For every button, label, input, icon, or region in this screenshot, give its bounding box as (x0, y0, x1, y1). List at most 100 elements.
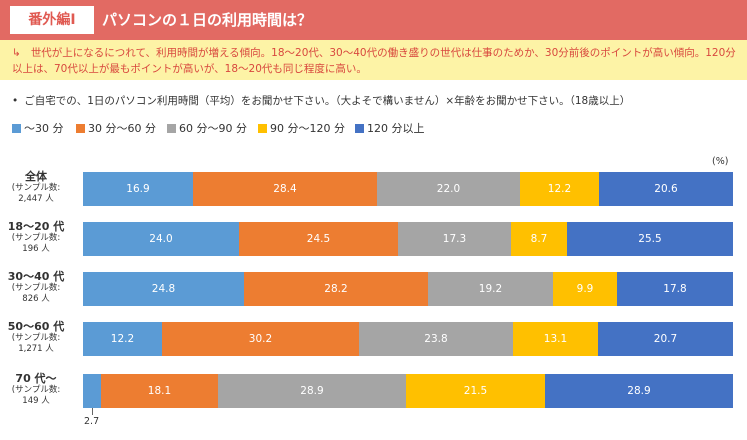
bar-segment: 24.5 (239, 222, 398, 256)
row-label: 全体 (サンプル数: 2,447 人 (0, 170, 72, 205)
data-label: 20.6 (654, 183, 678, 195)
bar-segment: 17.3 (398, 222, 511, 256)
bar-segment: 30.2 (162, 322, 359, 356)
bar-segment: 17.8 (617, 272, 733, 306)
row-label: 30〜40 代 (サンプル数: 826 人 (0, 270, 72, 305)
bar-segment: 24.0 (83, 222, 239, 256)
legend-item: 〜30 分 (12, 122, 64, 136)
legend-item: 30 分〜60 分 (76, 122, 156, 136)
bar-segment: 22.0 (377, 172, 520, 206)
bullet-icon: • (12, 95, 19, 107)
survey-question: • ご自宅での、1日のパソコン利用時間（平均）をお聞かせ下さい。（大よそで構いませ… (12, 93, 630, 108)
data-label: 8.7 (530, 233, 548, 245)
legend-swatch (167, 123, 176, 133)
legend-label: 60 分〜90 分 (179, 122, 247, 135)
bar-segment: 9.9 (553, 272, 617, 306)
data-label: 30.2 (248, 333, 273, 345)
bar-segment: 28.9 (545, 374, 733, 408)
data-label: 17.8 (663, 283, 687, 295)
row-label: 50〜60 代 (サンプル数: 1,271 人 (0, 320, 72, 355)
bar-row: 24.8 28.2 19.2 9.9 17.8 (83, 272, 733, 306)
bar-segment: 25.5 (567, 222, 733, 256)
row-label-sample: (サンプル数: (11, 385, 61, 395)
row-label-name: 50〜60 代 (7, 320, 65, 333)
bar-segment: 20.7 (598, 322, 733, 356)
legend-item: 90 分〜120 分 (258, 122, 345, 136)
section-badge: 番外編Ⅰ (10, 6, 94, 34)
data-label: 22.0 (436, 183, 461, 195)
bar-row: 16.9 28.4 22.0 12.2 20.6 (83, 172, 733, 206)
data-label: 16.9 (126, 183, 150, 195)
data-label: 28.2 (324, 283, 348, 295)
bar-segment: 24.8 (83, 272, 244, 306)
legend-item: 60 分〜90 分 (167, 122, 247, 136)
bar-segment: 16.9 (83, 172, 193, 206)
legend-label: 120 分以上 (367, 122, 425, 135)
legend-item: 120 分以上 (355, 122, 425, 136)
row-label-sample: (サンプル数: (11, 183, 61, 193)
bar-segment: 12.2 (83, 322, 162, 356)
legend-label: 30 分〜60 分 (88, 122, 156, 135)
row-label-sample: (サンプル数: (11, 233, 61, 243)
bar-segment: 20.6 (599, 172, 733, 206)
row-label-name: 70 代〜 (15, 372, 57, 385)
bar-segment (83, 374, 101, 408)
data-label: 9.9 (576, 283, 594, 295)
row-label: 70 代〜 (サンプル数: 149 人 (0, 372, 72, 407)
data-label: 17.3 (442, 233, 467, 245)
row-label-name: 18〜20 代 (7, 220, 65, 233)
legend-swatch (258, 123, 267, 133)
data-label: 12.2 (547, 183, 572, 195)
bar-segment: 28.4 (193, 172, 377, 206)
unit-label: (%) (712, 156, 729, 167)
row-label-count: 149 人 (22, 396, 50, 406)
data-label: 28.4 (273, 183, 297, 195)
row-label-count: 196 人 (22, 244, 50, 254)
data-label: 20.7 (653, 333, 678, 345)
data-label: 13.1 (543, 333, 568, 345)
data-label: 12.2 (110, 333, 135, 345)
data-label: 25.5 (638, 233, 662, 245)
bar-segment: 23.8 (359, 322, 513, 356)
page-title: パソコンの１日の利用時間は？ (102, 11, 313, 29)
bar-row: 12.2 30.2 23.8 13.1 20.7 (83, 322, 733, 356)
legend-swatch (12, 123, 21, 133)
data-label: 24.0 (149, 233, 173, 245)
data-label: 24.8 (151, 283, 176, 295)
leader-line (92, 408, 93, 415)
data-label: 2.7 (84, 416, 100, 427)
row-label-name: 30〜40 代 (7, 270, 65, 283)
row-label-count: 1,271 人 (18, 344, 54, 354)
summary-text: 世代が上になるにつれて、利用時間が増える傾向。18〜20代、30〜40代の働き盛… (12, 47, 736, 75)
bar-segment: 21.5 (406, 374, 545, 408)
data-label: 28.9 (300, 385, 324, 397)
data-label: 21.5 (463, 385, 488, 397)
bar-segment: 12.2 (520, 172, 599, 206)
row-label-count: 2,447 人 (18, 194, 54, 204)
data-label: 28.9 (627, 385, 651, 397)
row-label-count: 826 人 (22, 294, 50, 304)
row-label-sample: (サンプル数: (11, 333, 61, 343)
return-arrow-icon: ↳ (12, 47, 21, 59)
bar-segment: 19.2 (428, 272, 553, 306)
bar-segment: 8.7 (511, 222, 567, 256)
data-label: 24.5 (306, 233, 331, 245)
bar-segment: 28.9 (218, 374, 406, 408)
header-banner: 番外編Ⅰ パソコンの１日の利用時間は？ (0, 0, 747, 40)
row-label: 18〜20 代 (サンプル数: 196 人 (0, 220, 72, 255)
data-label: 19.2 (478, 283, 503, 295)
legend-swatch (76, 123, 85, 133)
data-label: 18.1 (147, 385, 172, 397)
question-text: ご自宅での、1日のパソコン利用時間（平均）をお聞かせ下さい。（大よそで構いません… (24, 95, 631, 107)
legend-swatch (355, 123, 364, 133)
bar-row: 24.0 24.5 17.3 8.7 25.5 (83, 222, 733, 256)
summary-note: ↳ 世代が上になるにつれて、利用時間が増える傾向。18〜20代、30〜40代の働き… (0, 40, 747, 80)
row-label-sample: (サンプル数: (11, 283, 61, 293)
legend-label: 〜30 分 (24, 122, 64, 135)
bar-segment: 28.2 (244, 272, 428, 306)
row-label-name: 全体 (25, 170, 47, 183)
bar-segment: 13.1 (513, 322, 598, 356)
legend-label: 90 分〜120 分 (270, 122, 345, 135)
data-label: 23.8 (424, 333, 448, 345)
bar-row: 18.1 28.9 21.5 28.9 (83, 374, 733, 408)
